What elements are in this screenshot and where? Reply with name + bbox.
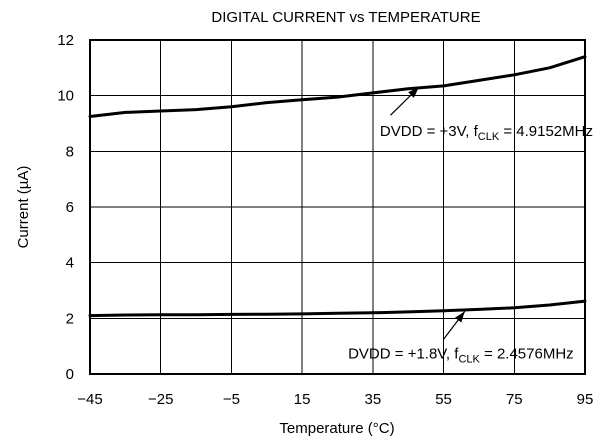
y-axis-label: Current (µA) <box>15 166 32 249</box>
x-tick-label: 15 <box>294 391 311 408</box>
y-tick-label: 4 <box>66 255 74 272</box>
y-tick-label: 12 <box>57 32 74 49</box>
x-tick-label: −45 <box>77 391 102 408</box>
annotations: DVDD = +3V, fCLK = 4.9152MHz DVDD = +1.8V… <box>348 86 593 366</box>
chart-title: DIGITAL CURRENT vs TEMPERATURE <box>211 9 480 26</box>
series-line-0 <box>88 55 587 118</box>
annotation-arrowhead-1 <box>454 311 465 323</box>
x-tick-label: −5 <box>223 391 240 408</box>
x-tick-label: −25 <box>148 391 173 408</box>
x-axis-label: Temperature (°C) <box>279 420 394 437</box>
series-group <box>88 55 587 318</box>
x-tick-label: 35 <box>365 391 382 408</box>
y-tick-label: 2 <box>66 310 74 327</box>
annotation-arrowhead-0 <box>408 87 419 98</box>
x-tick-labels: −45 −25 −5 15 35 55 75 95 <box>77 391 593 408</box>
grid <box>89 39 586 375</box>
x-tick-label: 55 <box>435 391 452 408</box>
y-tick-label: 8 <box>66 143 74 160</box>
plot-frame <box>89 39 586 375</box>
series-line-1 <box>88 299 587 318</box>
y-tick-label: 0 <box>66 366 74 383</box>
series-annotation-0: DVDD = +3V, fCLK = 4.9152MHz <box>380 123 593 143</box>
y-tick-label: 6 <box>66 199 74 216</box>
series-annotation-1: DVDD = +1.8V, fCLK = 2.4576MHz <box>348 346 574 366</box>
x-tick-label: 95 <box>577 391 594 408</box>
y-tick-label: 10 <box>57 88 74 105</box>
y-tick-labels: 0 2 4 6 8 10 12 <box>57 32 74 383</box>
x-tick-label: 75 <box>506 391 523 408</box>
